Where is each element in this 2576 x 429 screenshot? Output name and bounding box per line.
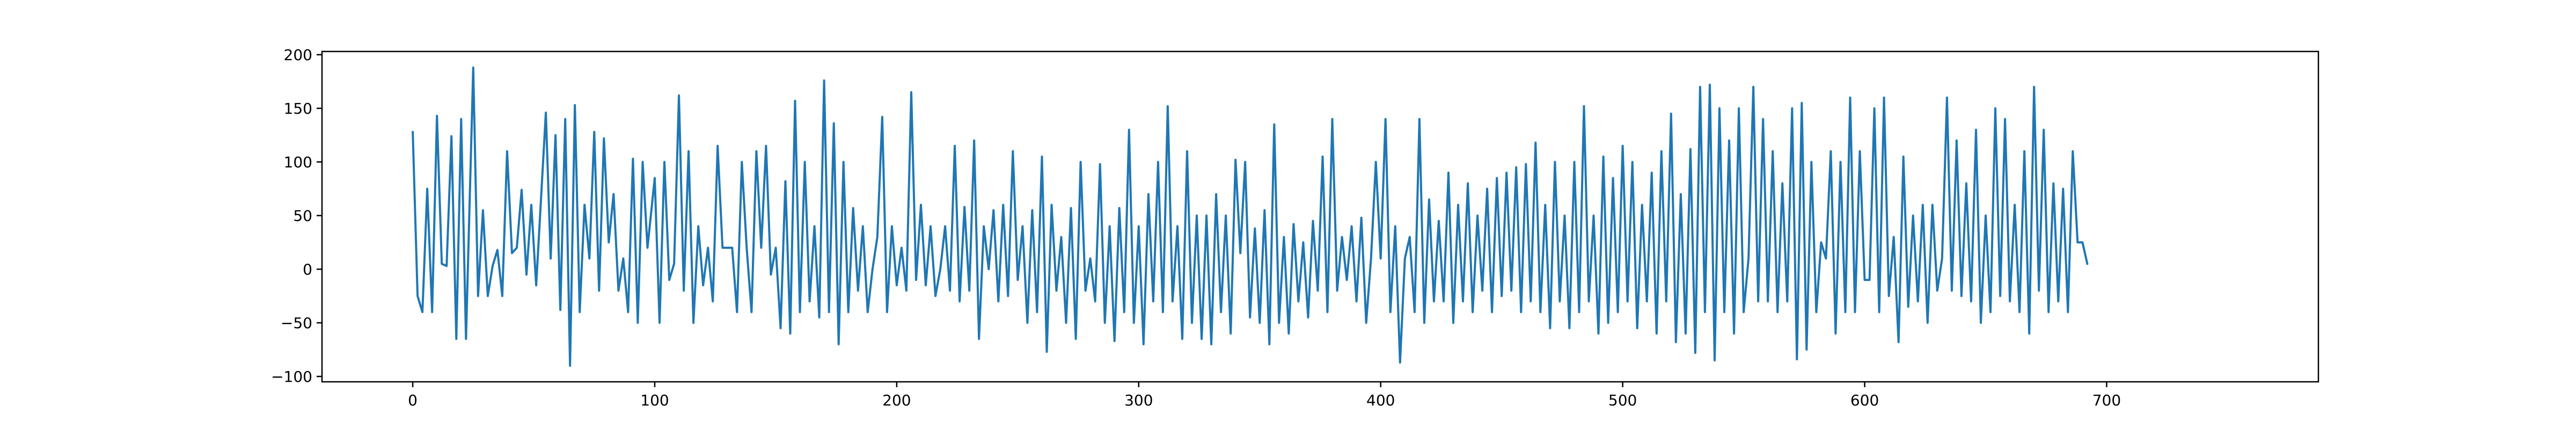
y-tick-label: 150 bbox=[284, 100, 312, 117]
x-tick-label: 400 bbox=[1366, 391, 1395, 409]
y-tick-label: 200 bbox=[284, 46, 312, 64]
x-tick-label: 200 bbox=[882, 391, 911, 409]
y-tick-label: 100 bbox=[284, 153, 312, 171]
axes-frame bbox=[321, 50, 2319, 383]
series-line bbox=[412, 66, 2089, 367]
x-tick-label: 700 bbox=[2092, 391, 2121, 409]
x-axis: 0 100 200 300 400 500 600 700 bbox=[408, 382, 2121, 409]
x-tick-label: 0 bbox=[408, 391, 418, 409]
y-tick-label: −50 bbox=[281, 314, 312, 332]
y-tick-label: −100 bbox=[271, 368, 312, 386]
x-tick-label: 100 bbox=[640, 391, 669, 409]
x-tick-label: 500 bbox=[1608, 391, 1637, 409]
y-tick-label: 0 bbox=[303, 261, 312, 278]
y-tick-label: 50 bbox=[293, 207, 312, 225]
x-tick-label: 300 bbox=[1124, 391, 1153, 409]
x-tick-label: 600 bbox=[1850, 391, 1879, 409]
y-axis: −100 −50 0 50 100 150 200 bbox=[271, 46, 322, 386]
